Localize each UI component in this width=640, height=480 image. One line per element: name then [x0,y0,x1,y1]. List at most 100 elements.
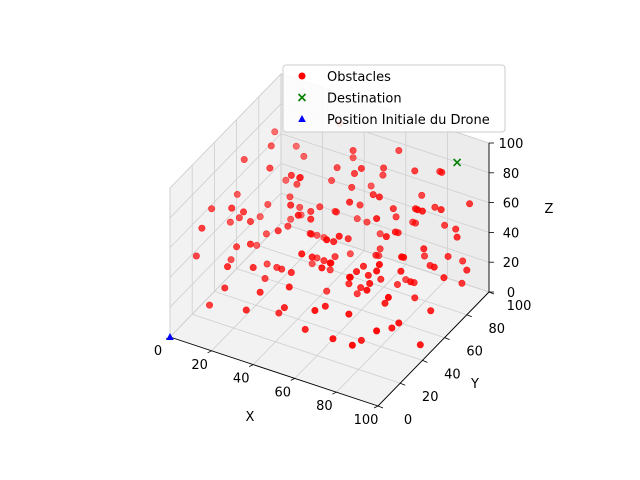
obstacle-point [233,243,241,251]
obstacle-point [298,250,306,258]
y-tick-mark [444,337,450,340]
z-tick-label: 0 [507,286,515,301]
obstacle-point [367,182,375,190]
x-grid-floor [294,264,407,379]
obstacle-point [463,266,471,274]
obstacle-point [458,279,466,287]
y-tick-label: 100 [507,299,532,314]
obstacle-point [345,280,353,288]
obstacle-point [420,245,428,253]
scatter-points [166,119,474,349]
obstacle-point [249,263,257,271]
obstacle-point [382,233,390,241]
obstacle-point [389,205,397,213]
obstacle-point [287,268,295,276]
obstacle-point [430,263,438,271]
obstacle-point [321,302,329,310]
obstacle-point [267,142,275,150]
obstacle-point [296,203,304,211]
obstacle-point [357,164,365,172]
obstacle-point [346,250,354,258]
obstacle-point [275,309,283,317]
obstacle-point [323,236,331,244]
axis-lines [169,143,490,407]
obstacle-point [372,251,380,259]
obstacle-point [437,206,445,214]
obstacle-point [373,215,381,223]
x-tick-label: 60 [275,385,292,400]
y-tick-label: 40 [444,367,461,382]
obstacle-point [356,201,364,209]
obstacle-point [407,278,415,286]
obstacle-point [363,218,371,226]
obstacle-point [308,253,316,261]
obstacle-point [318,264,326,272]
obstacle-point [266,164,274,172]
x-tick-mark [373,405,379,409]
obstacle-point [384,293,392,301]
obstacle-point [375,193,383,201]
obstacle-point [348,183,356,191]
obstacle-point [444,252,452,260]
obstacle-point [280,304,288,312]
obstacle-point [363,286,371,294]
y-tick-label: 20 [422,390,439,405]
obstacle-point [228,204,236,212]
obstacle-point [398,253,406,261]
obstacle-point [256,288,264,296]
obstacle-point [284,222,292,230]
obstacle-point [208,205,216,213]
obstacle-point [264,200,272,208]
obstacle-point [346,273,354,281]
obstacle-point [328,177,336,185]
obstacle-point [375,261,383,269]
obstacle-point [278,265,286,273]
y-tick-mark [400,382,406,386]
obstacle-point [287,171,295,179]
z-axis-label: Z [545,202,554,217]
obstacle-point [380,164,388,172]
obstacle-point [320,257,328,265]
obstacle-point [271,128,279,136]
z-grid-left [169,103,282,219]
z-grid-left [169,222,282,338]
x-tick-label: 80 [316,399,333,414]
x-tick-mark [207,350,212,354]
obstacle-point [246,240,254,248]
obstacle-point [466,200,474,208]
y-grid-floor [236,268,445,338]
obstacle-point [453,233,461,241]
obstacle-point [411,294,419,302]
obstacle-point [311,306,319,314]
obstacle-point [240,156,248,164]
obstacle-point [221,284,229,292]
x-grid-floor [336,277,448,393]
legend: Obstacles Destination Position Initiale du… [282,64,506,133]
obstacle-point [459,257,467,265]
obstacle-point [316,203,324,211]
obstacle-point [261,274,269,282]
x-axis-label: X [246,410,255,425]
z-tick-label: 20 [503,256,520,271]
y-tick-mark [422,360,428,363]
obstacle-point [274,227,282,235]
obstacle-point [282,176,290,184]
obstacle-point [287,215,295,223]
obstacle-point [246,218,254,226]
obstacle-point [440,274,448,282]
obstacle-point [357,284,365,292]
obstacle-point [192,252,200,260]
obstacle-point [326,266,334,274]
obstacle-point [262,230,270,238]
y-tick-mark [466,314,472,318]
obstacle-point [411,219,419,227]
obstacle-point [226,218,234,226]
x-grid-floor [252,250,365,365]
y-grid-floor [258,245,467,316]
y-axis-line [377,291,490,407]
x-tick-mark [249,364,254,367]
obstacle-point [224,263,232,271]
legend-box [282,64,506,133]
